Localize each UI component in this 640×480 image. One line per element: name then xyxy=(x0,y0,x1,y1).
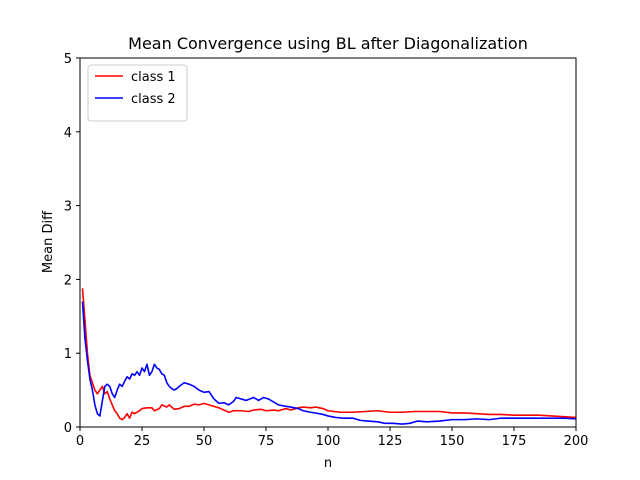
x-tick-label: 50 xyxy=(196,434,213,449)
y-axis: 0 1 2 3 4 5 xyxy=(64,52,80,436)
y-tick-label: 4 xyxy=(64,126,72,141)
y-tick-label: 3 xyxy=(64,200,72,215)
x-axis: 0 25 50 75 100 125 150 175 200 xyxy=(76,427,589,449)
y-tick-label: 1 xyxy=(64,347,72,362)
y-tick-label: 0 xyxy=(64,421,72,436)
x-tick-label: 125 xyxy=(378,434,403,449)
y-axis-label: Mean Diff xyxy=(41,210,56,273)
series-line-2 xyxy=(81,301,577,425)
x-tick-label: 150 xyxy=(440,434,465,449)
legend-box xyxy=(87,64,188,122)
legend-label-1: class 1 xyxy=(131,70,176,85)
y-tick-label: 5 xyxy=(64,52,72,67)
chart-title: Mean Convergence using BL after Diagonal… xyxy=(128,34,528,53)
x-tick-label: 75 xyxy=(258,434,275,449)
x-tick-label: 0 xyxy=(76,434,84,449)
series-line-1 xyxy=(81,288,577,421)
x-tick-label: 175 xyxy=(502,434,527,449)
x-tick-label: 200 xyxy=(564,434,589,449)
y-tick-label: 2 xyxy=(64,273,72,288)
series-layer xyxy=(81,288,577,425)
x-tick-label: 100 xyxy=(316,434,341,449)
legend: class 1 class 2 xyxy=(87,64,188,122)
x-tick-label: 25 xyxy=(134,434,151,449)
legend-label-2: class 2 xyxy=(131,92,176,107)
x-axis-label: n xyxy=(324,456,332,471)
